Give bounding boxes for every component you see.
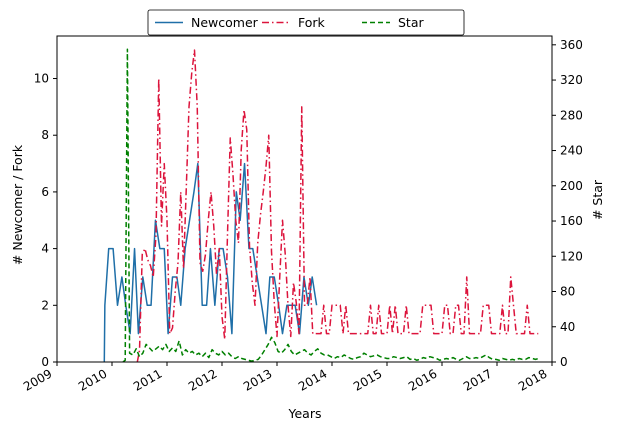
legend-label-newcomer: Newcomer — [191, 15, 259, 30]
y-right-tick-label: 40 — [560, 320, 575, 334]
y-right-tick-label: 360 — [560, 38, 583, 52]
plot-frame — [56, 35, 553, 363]
x-tick-label: 2009 — [21, 366, 54, 393]
y-right-tick-label: 120 — [560, 249, 583, 263]
x-tick-label: 2012 — [186, 366, 219, 393]
y-right-tick-label: 280 — [560, 108, 583, 122]
x-tick-label: 2013 — [241, 366, 274, 393]
y-left-tick-label: 6 — [41, 185, 49, 199]
legend-label-star: Star — [398, 15, 424, 30]
y-right-tick-label: 200 — [560, 179, 583, 193]
y-left-tick-label: 10 — [34, 72, 49, 86]
series-line-fork — [136, 49, 539, 362]
legend-box — [147, 9, 465, 36]
y-left-tick-label: 0 — [41, 355, 49, 369]
y-axis-label-left: # Newcomer / Fork — [10, 144, 25, 265]
y-left-tick-label: 4 — [41, 242, 49, 256]
y-right-tick-label: 160 — [560, 214, 583, 228]
y-left-tick-label: 8 — [41, 128, 49, 142]
legend: Newcomer Fork Star — [147, 9, 465, 36]
series-layer — [103, 48, 539, 362]
x-axis-label: Years — [288, 406, 322, 421]
x-tick-label: 2015 — [351, 366, 384, 393]
plot-background — [57, 36, 552, 362]
y-right-tick-label: 80 — [560, 285, 575, 299]
y-right-tick-label: 240 — [560, 144, 583, 158]
y-right-tick-label: 0 — [560, 355, 568, 369]
x-tick-label: 2017 — [461, 366, 494, 393]
y-axis-label-right: # Star — [590, 179, 605, 220]
plot-area — [57, 36, 552, 362]
x-tick-label: 2016 — [406, 366, 439, 393]
x-tick-label: 2010 — [76, 366, 109, 393]
y-right-tick-label: 320 — [560, 73, 583, 87]
x-tick-label: 2014 — [296, 366, 329, 393]
y-left-tick-label: 2 — [41, 298, 49, 312]
series-line-newcomer — [103, 162, 318, 362]
x-tick-label: 2011 — [131, 366, 164, 393]
x-tick-label: 2018 — [516, 366, 549, 393]
legend-label-fork: Fork — [298, 15, 326, 30]
series-line-star — [122, 48, 539, 362]
